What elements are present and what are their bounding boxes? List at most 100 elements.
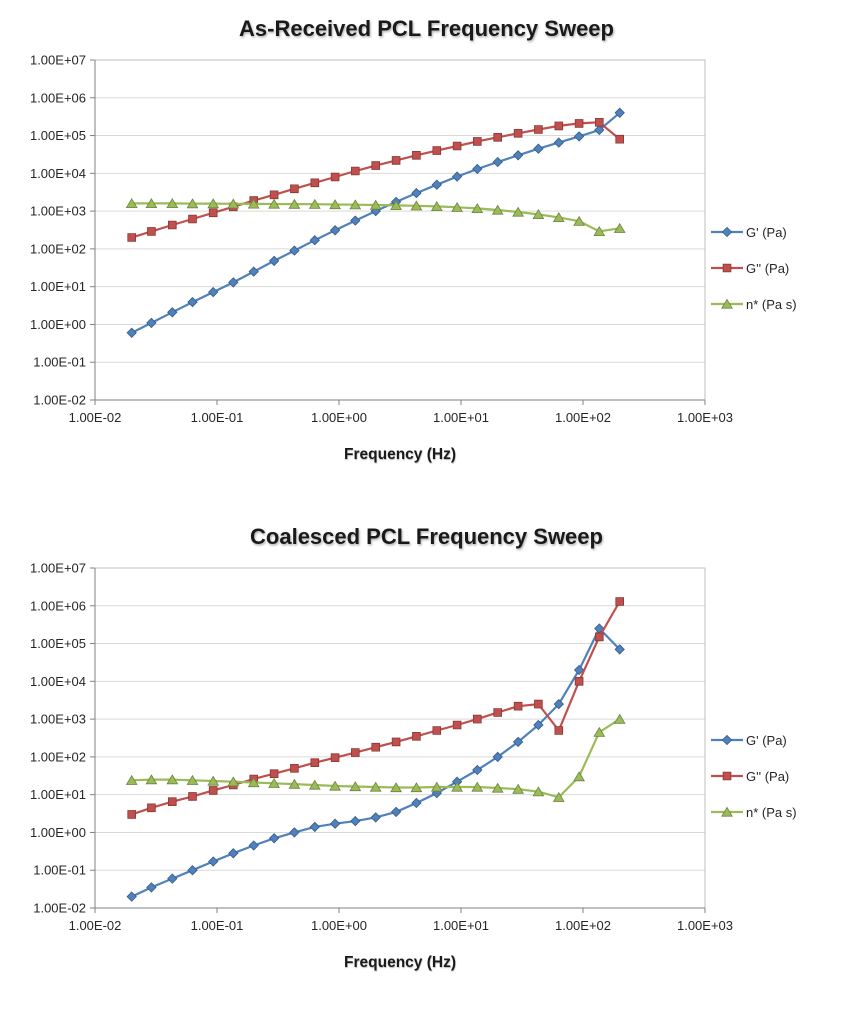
triangle-marker [471,203,484,213]
chart-section-1: As-Received PCL Frequency Sweep 1.00E-02… [0,0,853,464]
square-marker [412,732,421,741]
square-marker [615,597,624,606]
square-marker [351,166,360,176]
triangle-marker [145,774,158,785]
series-line-1 [131,111,621,334]
diamond-marker [472,764,483,776]
chart-1-body: 1.00E-02 1.00E-01 1.00E+00 1.00E+01 1.00E+02… [0,52,853,444]
chart-2-legend: G' (Pa) G'' (Pa) n* (Pa s) [710,730,797,822]
triangle-marker [593,726,606,737]
diamond-marker [208,856,219,867]
x-tick-label: 1.00E+00 [311,918,367,933]
chart-1-title: As-Received PCL Frequency Sweep [239,16,614,41]
diamond-marker [573,664,585,676]
square-marker [493,708,502,717]
x-tick-label: 1.00E+02 [555,918,611,933]
diamond-marker [573,131,585,142]
diamond-marker [594,124,605,136]
triangle-marker [451,201,464,212]
y-tick-label: 1.00E+04 [30,674,86,689]
diamond-marker [146,882,157,893]
triangle-marker [532,786,545,797]
x-tick-label: 1.00E+03 [677,918,733,933]
diamond-marker [126,327,137,338]
x-tick-label: 1.00E-02 [69,918,122,933]
square-marker [534,125,543,134]
square-marker [615,134,624,144]
square-marker [269,190,279,200]
legend-marker-sample [711,263,743,273]
diamond-marker [309,821,320,833]
diamond-marker [268,833,280,844]
legend-marker-sample [711,806,743,817]
square-marker [391,156,401,165]
chart-1-legend: G' (Pa) G'' (Pa) n* (Pa s) [710,222,797,314]
square-marker [208,786,218,795]
square-marker-icon [722,771,732,781]
diamond-marker [492,751,503,763]
triangle-marker [268,777,281,788]
diamond-marker [533,719,544,731]
triangle-marker [430,201,443,211]
square-marker [574,119,584,128]
triangle-marker [186,198,199,209]
square-marker [310,178,320,188]
triangle-marker [166,198,179,208]
chart-section-2: Coalesced PCL Frequency Sweep 1.00E-02 1.… [0,508,853,972]
square-marker [595,632,604,642]
diamond-marker [228,277,239,288]
y-tick-label: 1.00E-02 [33,901,86,916]
triangle-marker [552,212,565,222]
square-marker [330,172,340,182]
x-tick-label: 1.00E-01 [191,918,244,933]
legend-item: G'' (Pa) [710,766,797,786]
series-line-1 [131,626,621,898]
square-marker [168,797,177,806]
diamond-marker [492,156,503,168]
square-marker [452,720,462,730]
y-tick-label: 1.00E+02 [30,749,86,764]
triangle-marker [349,199,362,210]
legend-item: G' (Pa) [710,222,797,242]
x-tick-label: 1.00E+00 [311,410,367,425]
triangle-marker [166,774,179,785]
triangle-marker [410,200,423,211]
diamond-marker [533,143,544,154]
triangle-marker-icon [721,298,733,309]
triangle-marker [288,778,301,789]
triangle-marker [369,781,382,792]
square-marker-icon [722,263,732,273]
y-tick-label: 1.00E-02 [33,393,86,408]
y-tick-label: 1.00E+04 [30,166,86,181]
square-marker [188,214,197,224]
square-marker [412,151,421,160]
y-tick-label: 1.00E+03 [30,712,86,727]
square-marker [147,803,156,813]
x-tick-label: 1.00E+01 [433,410,489,425]
triangle-marker [552,791,565,802]
triangle-marker [247,198,260,209]
square-marker [168,220,177,230]
diamond-marker [167,873,178,884]
triangle-marker [329,199,342,210]
x-tick-label: 1.00E-01 [191,410,244,425]
triangle-marker [125,774,138,785]
square-marker [473,137,482,146]
diamond-marker [350,815,361,827]
triangle-marker [207,198,220,209]
triangle-marker [430,781,443,792]
diamond-marker [208,286,219,298]
diamond-marker [309,235,320,246]
square-marker [371,742,380,752]
diamond-marker-icon [721,734,733,746]
legend-item: G' (Pa) [710,730,797,750]
diamond-marker [451,171,463,182]
diamond-marker [512,150,524,161]
legend-item: n* (Pa s) [710,294,797,314]
diamond-marker [329,225,341,236]
diamond-marker [390,806,402,818]
y-tick-label: 1.00E+06 [30,598,86,613]
legend-label: n* (Pa s) [746,804,797,820]
x-tick-label: 1.00E+02 [555,410,611,425]
triangle-marker [145,198,158,208]
